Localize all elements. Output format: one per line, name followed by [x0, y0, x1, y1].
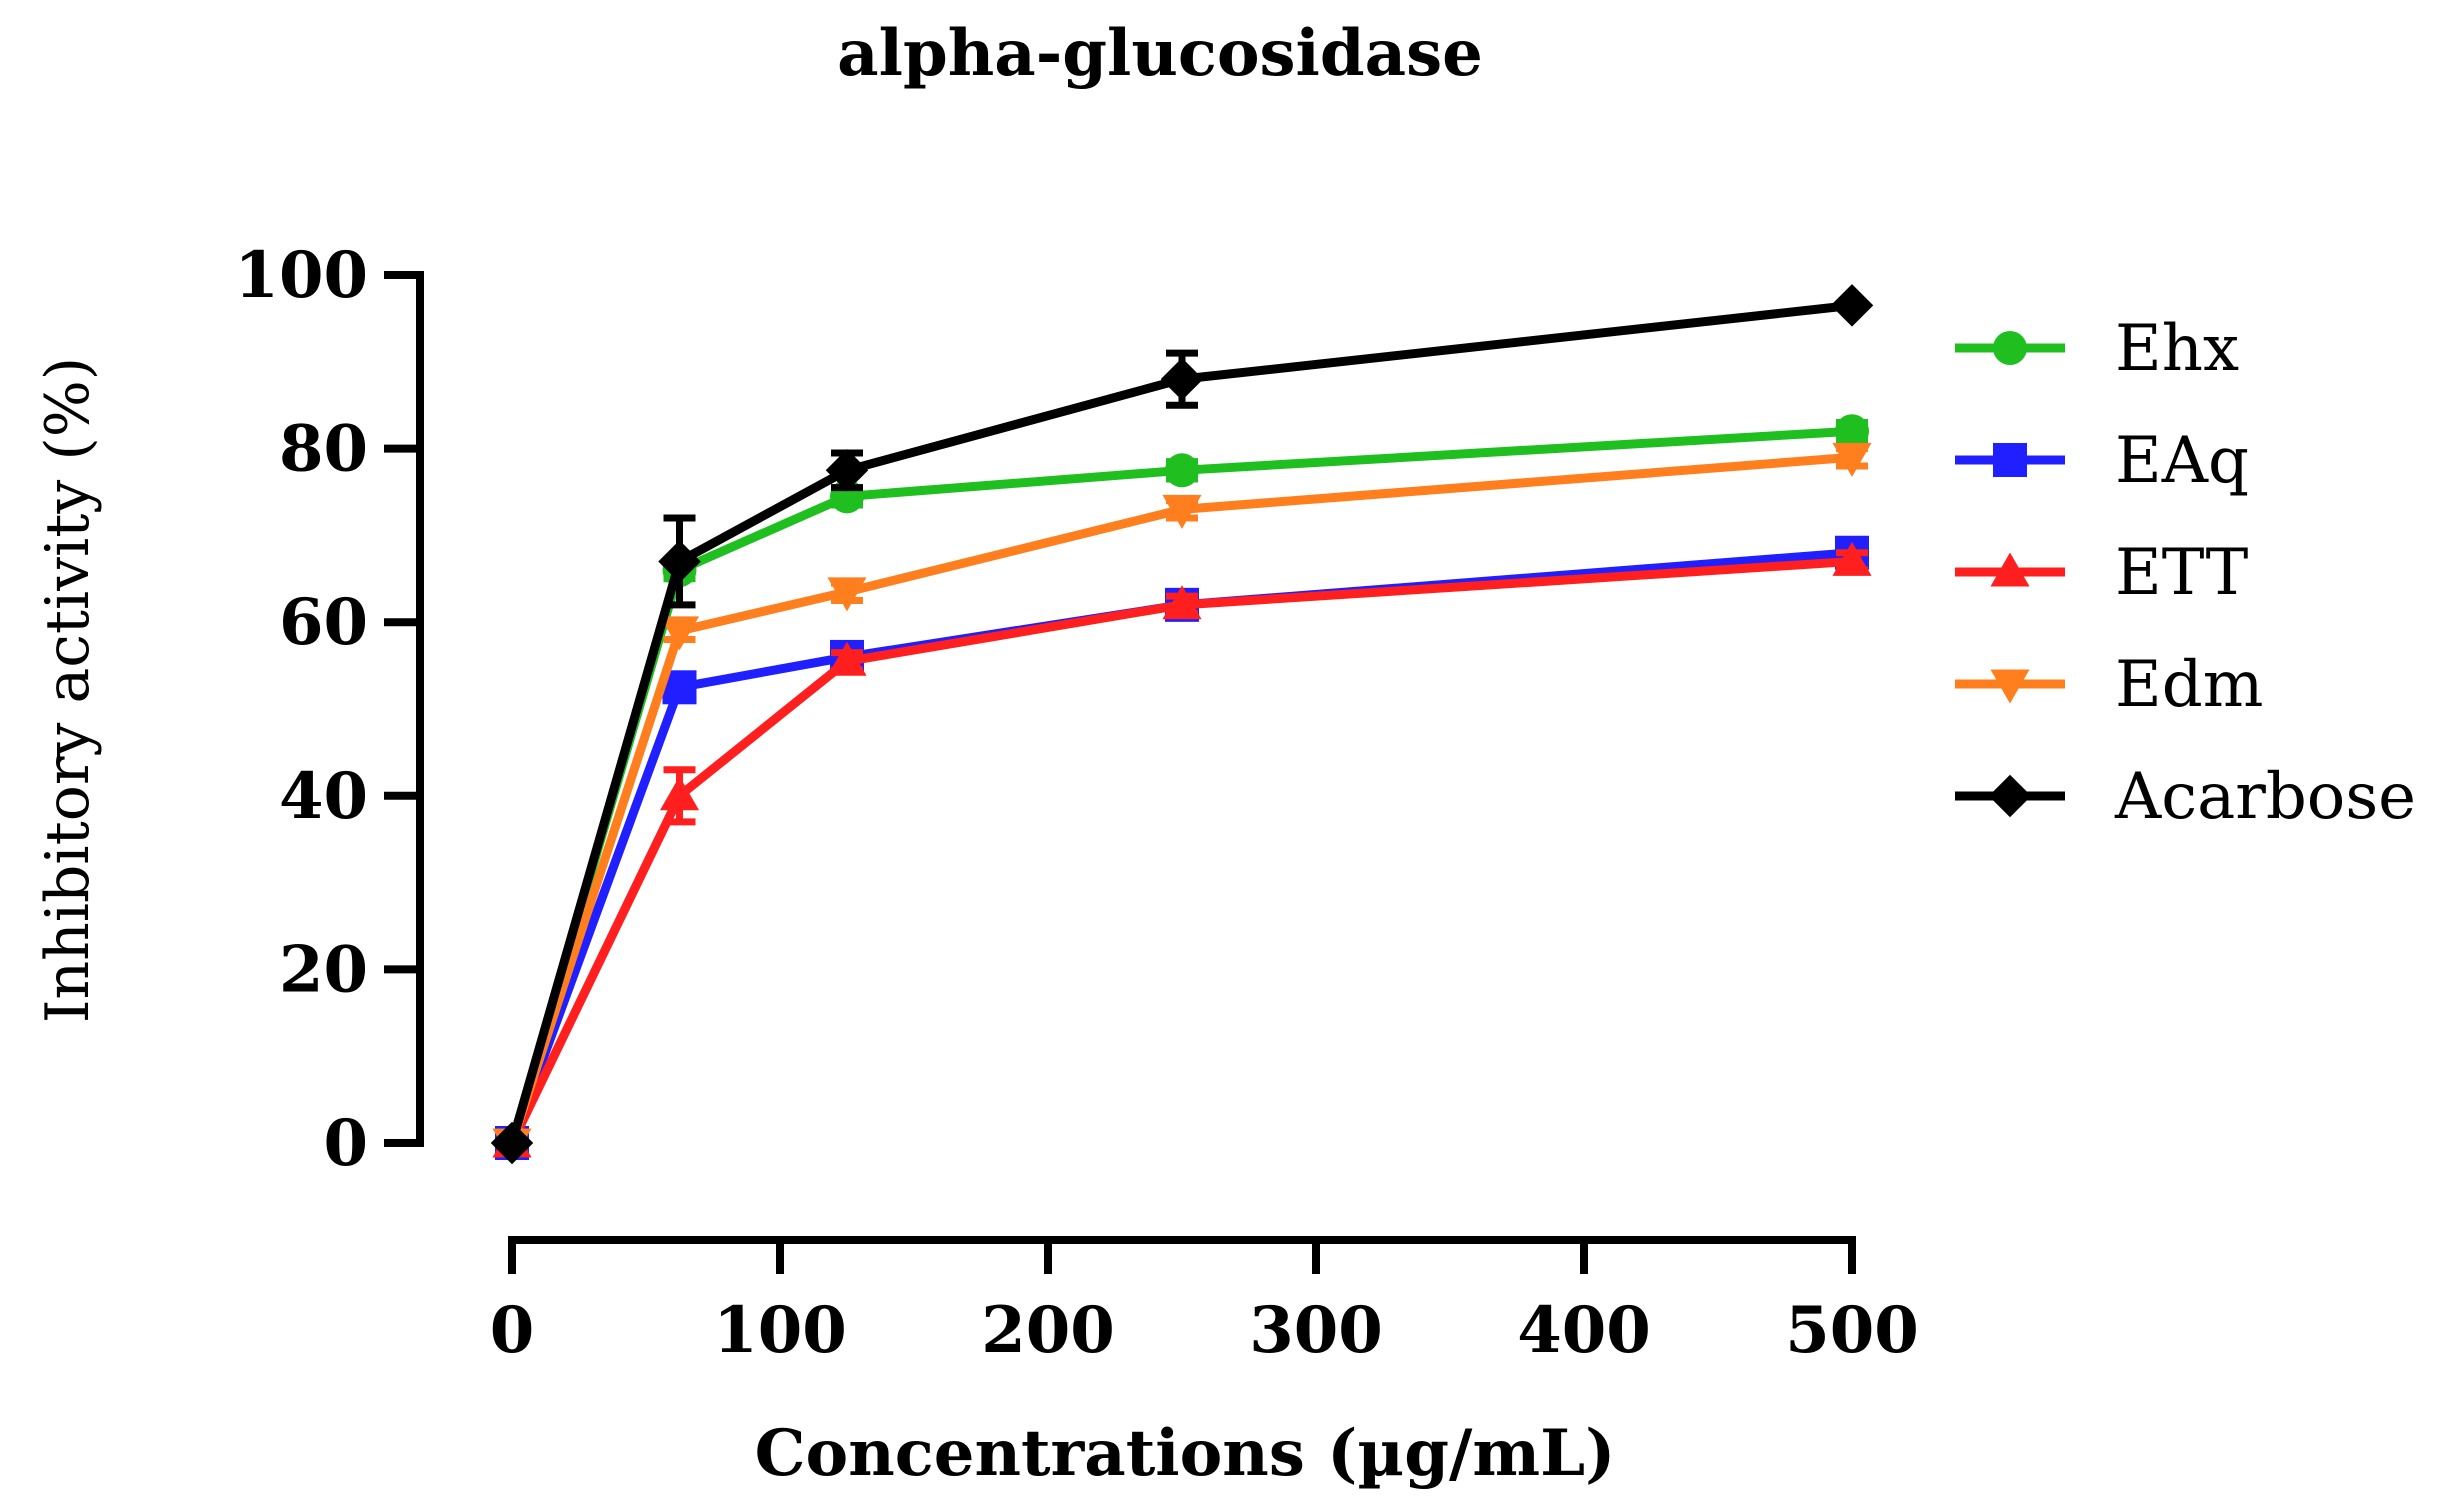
series-acarbose — [490, 284, 1874, 1165]
y-tick-label: 100 — [234, 238, 368, 313]
y-axis-label: Inhibitory activity (%) — [33, 357, 103, 1023]
y-tick-label: 60 — [279, 585, 368, 660]
y-tick-label: 40 — [279, 759, 368, 834]
legend-label: Acarbose — [2114, 760, 2416, 834]
data-point — [658, 540, 701, 583]
x-tick-label: 300 — [1249, 1293, 1383, 1368]
y-tick-label: 0 — [323, 1106, 368, 1181]
data-point — [1832, 541, 1872, 576]
data-point — [1835, 414, 1869, 449]
legend-item-acarbose: Acarbose — [1955, 760, 2416, 834]
chart-title: alpha-glucosidase — [837, 16, 1483, 91]
series-edm — [492, 442, 1872, 1163]
data-point — [1162, 494, 1202, 529]
data-point — [827, 641, 867, 676]
data-point — [1832, 442, 1872, 477]
legend: Ehx EAq ETT Edm Acarbose — [1955, 312, 2416, 834]
x-axis: 0 100 200 300 400 500 — [490, 1236, 1919, 1368]
data-point — [1165, 453, 1199, 488]
series-ett — [492, 541, 1872, 1158]
data-point — [659, 776, 700, 811]
legend-item-ehx: Ehx — [1955, 312, 2239, 386]
legend-label: ETT — [2115, 536, 2249, 610]
legend-marker — [1990, 669, 2030, 704]
legend-item-edm: Edm — [1955, 648, 2263, 722]
legend-label: EAq — [2115, 424, 2249, 498]
y-tick-label: 80 — [279, 412, 368, 487]
data-point — [827, 577, 867, 612]
y-axis: 0 20 40 60 80 100 — [234, 238, 424, 1181]
x-tick-label: 100 — [713, 1293, 847, 1368]
x-tick-label: 0 — [490, 1293, 535, 1368]
data-point — [1160, 357, 1204, 401]
series-line-acarbose — [507, 300, 1853, 1145]
legend-label: Ehx — [2115, 312, 2239, 386]
legend-item-eaq: EAq — [1955, 424, 2249, 498]
data-point — [825, 449, 869, 492]
legend-marker — [1993, 443, 2027, 477]
x-tick-label: 400 — [1517, 1293, 1651, 1368]
series-layer — [490, 284, 1874, 1165]
series-line-ett — [507, 556, 1853, 1145]
legend-label: Edm — [2115, 648, 2263, 722]
legend-marker — [1993, 331, 2027, 365]
x-tick-label: 500 — [1785, 1293, 1919, 1368]
series-line-eaq — [507, 548, 1853, 1145]
legend-item-ett: ETT — [1955, 536, 2249, 610]
y-tick-label: 20 — [279, 932, 368, 1007]
data-point — [1830, 284, 1874, 327]
data-point — [659, 616, 700, 651]
legend-marker — [1990, 552, 2030, 587]
x-axis-label: Concentrations (µg/mL) — [755, 1416, 1616, 1491]
data-point — [1162, 585, 1202, 620]
data-point — [490, 1121, 534, 1165]
series-line-ehx — [507, 426, 1853, 1145]
x-tick-label: 200 — [981, 1293, 1115, 1368]
legend-marker — [1988, 774, 2032, 818]
